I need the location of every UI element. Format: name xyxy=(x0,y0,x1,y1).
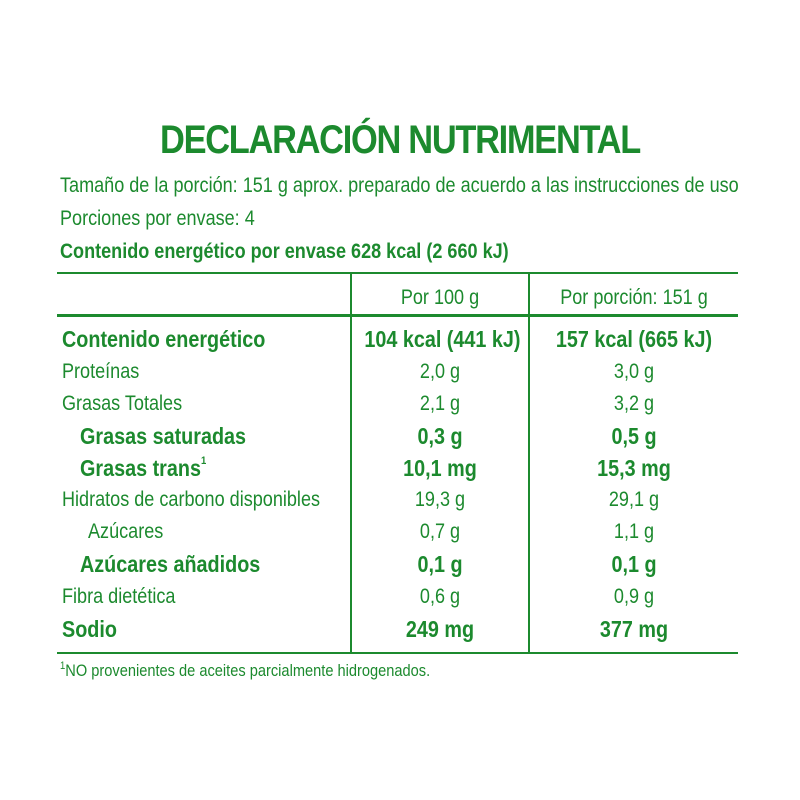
row-carbohydrates-per-100g: 19,3 g xyxy=(414,488,466,511)
row-label-trans-fat-text: Grasas trans xyxy=(80,455,201,481)
row-protein-per-serving: 3,0 g xyxy=(613,360,655,383)
column-header-per-100g: Por 100 g xyxy=(400,286,480,309)
row-saturated-fat-per-serving: 0,5 g xyxy=(611,423,657,449)
row-fiber-per-serving: 0,9 g xyxy=(613,585,655,608)
row-label-protein: Proteínas xyxy=(62,360,140,383)
row-label-added-sugars: Azúcares añadidos xyxy=(80,551,261,577)
row-label-trans-fat: Grasas trans1 xyxy=(80,455,206,481)
footnote-text: NO provenientes de aceites parcialmente … xyxy=(65,661,431,680)
row-sodium-per-100g: 249 mg xyxy=(405,616,475,642)
table-header-rule xyxy=(57,314,738,317)
row-total-fat-per-100g: 2,1 g xyxy=(419,392,461,415)
row-label-total-fat: Grasas Totales xyxy=(62,392,183,415)
table-top-rule xyxy=(57,272,738,274)
label-title: DECLARACIÓN NUTRIMENTAL xyxy=(160,118,641,162)
footnote-mark: 1 xyxy=(60,660,66,672)
table-divider-2 xyxy=(528,272,530,654)
row-saturated-fat-per-100g: 0,3 g xyxy=(417,423,463,449)
row-label-sugars: Azúcares xyxy=(88,520,164,543)
row-carbohydrates-per-serving: 29,1 g xyxy=(608,488,660,511)
row-label-sodium: Sodio xyxy=(62,616,117,642)
row-sugars-per-100g: 0,7 g xyxy=(419,520,461,543)
servings-per-package: Porciones por envase: 4 xyxy=(60,207,255,230)
row-label-fiber: Fibra dietética xyxy=(62,585,176,608)
column-header-per-serving: Por porción: 151 g xyxy=(560,286,708,309)
energy-per-package: Contenido energético por envase 628 kcal… xyxy=(60,240,509,263)
row-sugars-per-serving: 1,1 g xyxy=(613,520,655,543)
row-fiber-per-100g: 0,6 g xyxy=(419,585,461,608)
row-protein-per-100g: 2,0 g xyxy=(419,360,461,383)
row-added-sugars-per-serving: 0,1 g xyxy=(611,551,657,577)
row-total-fat-per-serving: 3,2 g xyxy=(613,392,655,415)
table-bottom-rule xyxy=(57,652,738,654)
row-energy-per-serving: 157 kcal (665 kJ) xyxy=(555,326,713,352)
row-trans-fat-per-100g: 10,1 mg xyxy=(403,455,477,481)
table-divider-1 xyxy=(350,272,352,654)
footnote: 1NO provenientes de aceites parcialmente… xyxy=(60,660,662,682)
footnote-marker: 1 xyxy=(200,455,207,467)
row-label-carbohydrates: Hidratos de carbono disponibles xyxy=(62,488,321,511)
row-energy-per-100g: 104 kcal (441 kJ) xyxy=(364,326,521,352)
row-added-sugars-per-100g: 0,1 g xyxy=(417,551,463,577)
row-label-saturated-fat: Grasas saturadas xyxy=(80,423,247,449)
row-trans-fat-per-serving: 15,3 mg xyxy=(597,455,671,481)
serving-size: Tamaño de la porción: 151 g aprox. prepa… xyxy=(60,174,739,197)
row-label-energy: Contenido energético xyxy=(62,326,266,352)
row-sodium-per-serving: 377 mg xyxy=(599,616,669,642)
